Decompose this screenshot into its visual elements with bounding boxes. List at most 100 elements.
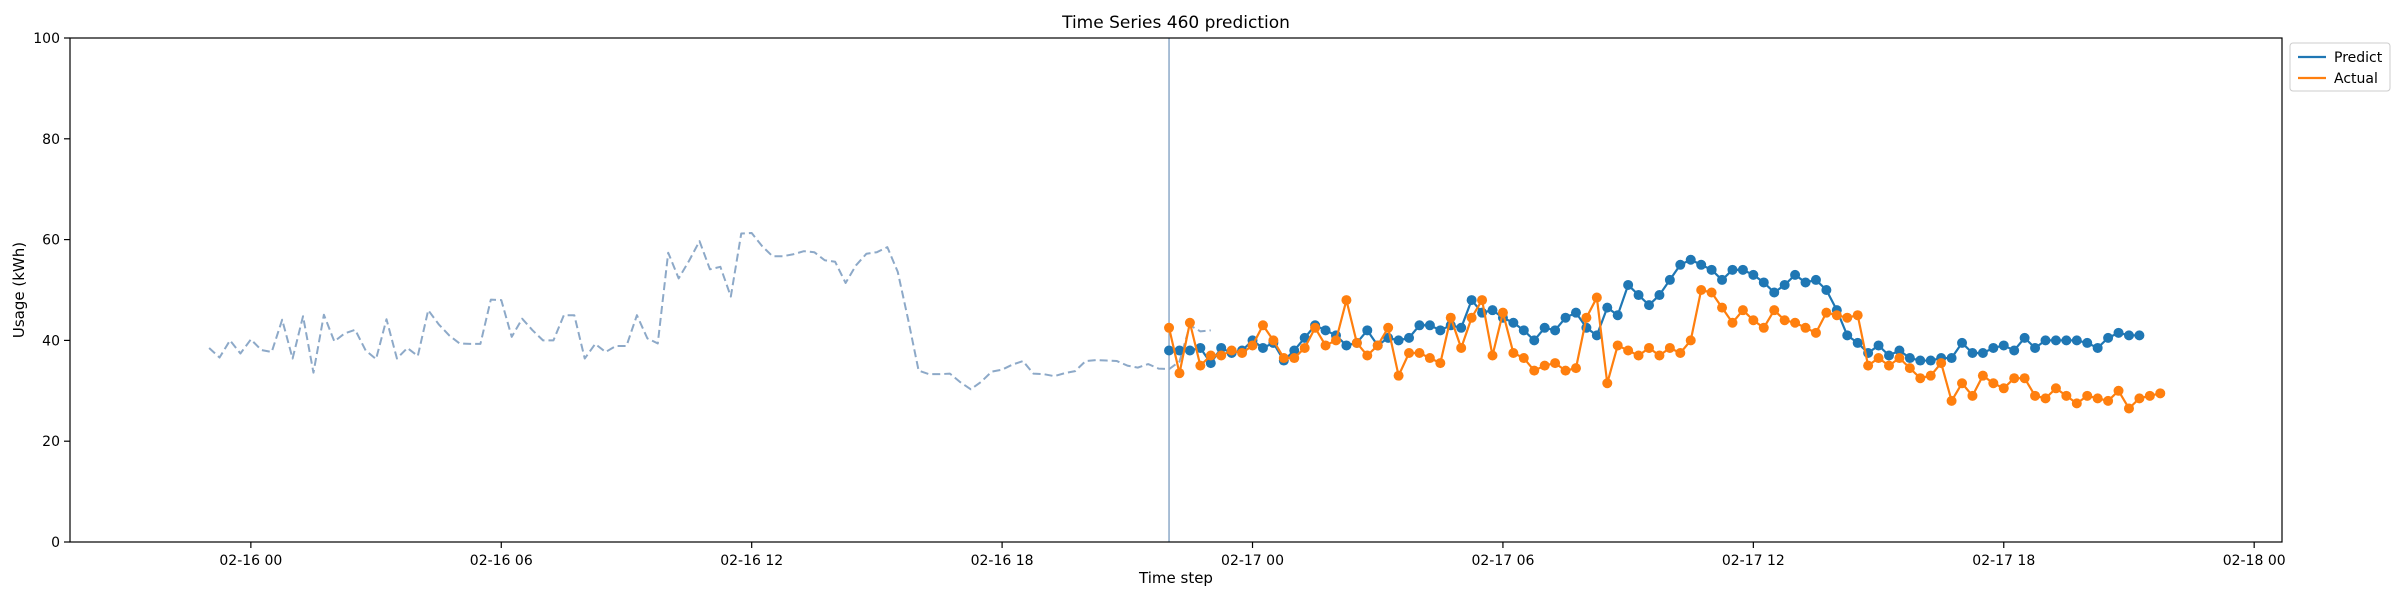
series-actual-point: [1550, 358, 1561, 369]
series-predict-point: [1842, 330, 1853, 341]
series-actual-point: [1424, 353, 1435, 364]
series-actual-point: [1644, 342, 1655, 353]
series-actual-point: [1247, 340, 1258, 351]
series-actual-point: [2134, 393, 2145, 404]
series-actual-point: [1184, 317, 1195, 328]
series-actual-point: [1873, 353, 1884, 364]
series-predict-point: [1779, 279, 1790, 290]
series-actual-point: [1977, 370, 1988, 381]
series-actual-point: [1278, 353, 1289, 364]
series-actual-point: [1821, 307, 1832, 318]
series-predict-point: [1404, 332, 1415, 343]
series-predict-point: [1769, 287, 1780, 298]
series-actual-point: [2155, 388, 2166, 399]
series-actual-point: [1164, 322, 1175, 333]
series-actual-point: [1539, 360, 1550, 371]
series-predict-point: [1257, 342, 1268, 353]
series-predict-point: [2030, 342, 2041, 353]
series-actual-point: [1779, 315, 1790, 326]
series-actual-point: [1602, 378, 1613, 389]
series-actual-point: [1863, 360, 1874, 371]
series-predict-point: [1393, 335, 1404, 346]
series-actual-point: [1257, 320, 1268, 331]
series-predict-point: [1205, 358, 1216, 369]
series-predict-point: [2123, 330, 2134, 341]
series-predict-point: [1612, 310, 1623, 321]
series-actual-point: [1790, 317, 1801, 328]
series-actual-point: [1310, 322, 1321, 333]
series-actual-point: [1810, 327, 1821, 338]
series-predict-point: [1883, 350, 1894, 361]
series-actual-point: [1936, 358, 1947, 369]
series-predict-point: [2009, 345, 2020, 356]
series-actual-point: [1925, 370, 1936, 381]
series-actual-point: [1883, 360, 1894, 371]
series-actual-point: [1362, 350, 1373, 361]
series-predict-point: [1717, 274, 1728, 285]
series-actual-point: [1456, 342, 1467, 353]
series-actual-point: [1570, 363, 1581, 374]
series-actual-point: [1685, 335, 1696, 346]
series-predict-point: [2092, 342, 2103, 353]
series-predict-point: [1184, 345, 1195, 356]
x-tick-label: 02-16 12: [720, 553, 783, 569]
series-predict-point: [1654, 290, 1665, 301]
y-tick-label: 100: [33, 31, 60, 47]
history-line: [208, 232, 1211, 391]
y-tick-label: 40: [42, 333, 60, 349]
series-predict-point: [1894, 345, 1905, 356]
series-predict-point: [1967, 348, 1978, 358]
series-actual-point: [1466, 312, 1477, 323]
series-predict-point: [1633, 290, 1644, 301]
series-actual-point: [2009, 373, 2020, 384]
series-predict-point: [1727, 264, 1738, 275]
series-predict-point: [2071, 335, 2082, 346]
series-layer: [1164, 254, 2166, 414]
series-predict-point: [2050, 335, 2061, 346]
series-predict-point: [1988, 342, 1999, 353]
series-predict-point: [1852, 337, 1863, 348]
series-actual-point: [1769, 305, 1780, 316]
series-actual-point: [1988, 378, 1999, 389]
series-actual-point: [1226, 345, 1237, 356]
axes-layer: 0 20 40 60 80 100 02-16 00 02-16 06 02-16 12 02-1…: [33, 31, 2285, 569]
x-axis-title: Time step: [1138, 569, 1213, 587]
series-predict-point: [1602, 302, 1613, 313]
series-predict-point: [2082, 337, 2093, 348]
series-actual: [1164, 285, 2166, 414]
series-actual-point: [1393, 370, 1404, 381]
series-actual-point: [2103, 395, 2114, 406]
series-predict-point: [1790, 269, 1801, 280]
series-actual-point: [1529, 365, 1540, 376]
series-actual-point: [1654, 350, 1665, 361]
series-actual-point: [1268, 335, 1279, 346]
series-predict-point: [1591, 330, 1602, 341]
series-actual-point: [1445, 312, 1456, 323]
series-actual-point: [2123, 403, 2134, 414]
series-actual-point: [2113, 385, 2124, 396]
x-tick-label: 02-16 00: [219, 553, 282, 569]
series-predict-point: [1904, 353, 1915, 364]
series-actual-point: [1237, 348, 1248, 358]
series-actual-point: [1664, 342, 1675, 353]
series-actual-point: [1497, 307, 1508, 318]
series-predict-point: [1758, 277, 1769, 288]
legend: Predict Actual: [2289, 42, 2391, 92]
legend-label-predict: Predict: [2334, 50, 2383, 66]
series-predict-point: [1873, 340, 1884, 351]
series-actual-point: [1915, 373, 1926, 384]
series-predict-point: [1675, 259, 1686, 270]
x-tick-label: 02-17 06: [1471, 553, 1534, 569]
series-actual-point: [1195, 360, 1206, 371]
series-actual-point: [2030, 390, 2041, 401]
y-tick-label: 20: [42, 434, 60, 450]
series-actual-point: [1696, 285, 1707, 295]
series-actual-point: [1748, 315, 1759, 326]
series-predict-point: [1685, 254, 1696, 265]
series-predict-point: [1414, 320, 1425, 331]
series-actual-point: [1330, 335, 1341, 346]
series-actual-point: [1706, 287, 1717, 298]
series-actual-point: [1957, 378, 1968, 389]
series-actual-point: [2092, 393, 2103, 404]
